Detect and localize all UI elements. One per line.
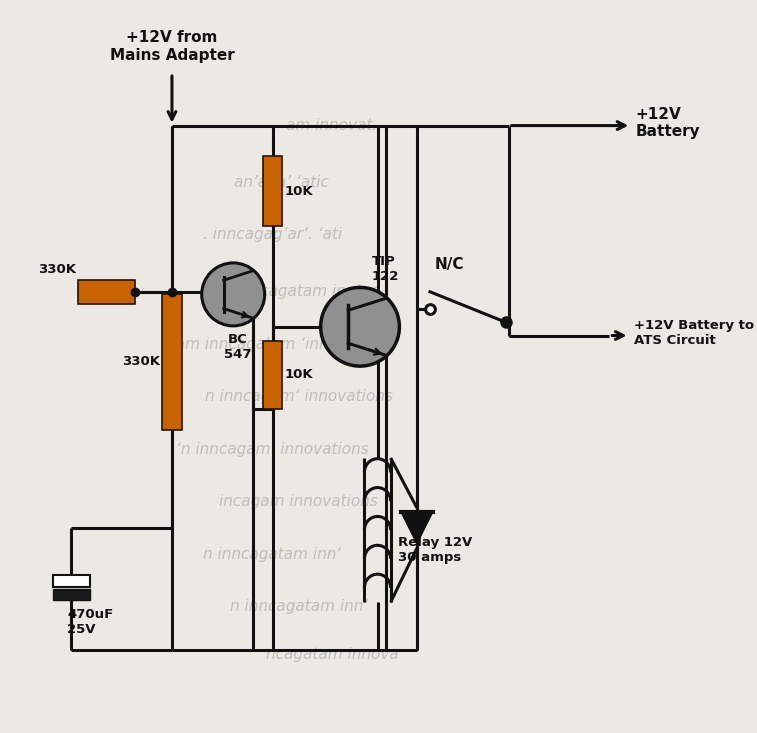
Text: am innovat.: am innovat. <box>286 118 378 133</box>
Text: . inncagag’ar’. ‘ati: . inncagag’ar’. ‘ati <box>203 227 342 243</box>
Text: ‘n inncagam‘ innovations: ‘n inncagam‘ innovations <box>176 442 369 457</box>
Text: incagam innovations: incagam innovations <box>220 494 378 509</box>
Text: 10K: 10K <box>285 369 313 381</box>
Text: BC
547: BC 547 <box>224 333 251 361</box>
Circle shape <box>321 287 400 366</box>
Text: +12V Battery to
ATS Circuit: +12V Battery to ATS Circuit <box>634 319 754 347</box>
Text: +12V from
Mains Adapter: +12V from Mains Adapter <box>110 30 235 62</box>
Bar <box>263 156 282 226</box>
Bar <box>162 294 182 430</box>
Text: ncagatam innova: ncagatam innova <box>266 647 398 663</box>
Text: 330K: 330K <box>38 263 76 276</box>
Text: 470uF
25V: 470uF 25V <box>67 608 114 636</box>
Bar <box>263 341 282 409</box>
Text: TIP
122: TIP 122 <box>372 255 399 283</box>
Text: +12V
Battery: +12V Battery <box>636 107 700 139</box>
Bar <box>53 589 90 600</box>
Text: n inncagatam inn‘: n inncagatam inn‘ <box>204 547 341 561</box>
Text: ‘.n incagatam inn‘or: ‘.n incagatam inn‘or <box>222 284 375 299</box>
Polygon shape <box>401 512 433 544</box>
Text: n inncagatam inn‘: n inncagatam inn‘ <box>229 599 368 614</box>
Text: Relay 12V
30 amps: Relay 12V 30 amps <box>397 536 472 564</box>
Text: an’aga’ ‘atic: an’aga’ ‘atic <box>234 175 329 190</box>
Circle shape <box>201 263 265 326</box>
Text: N/C: N/C <box>435 257 464 272</box>
Bar <box>78 279 135 304</box>
Text: 10K: 10K <box>285 185 313 198</box>
Text: n inncagam‘ innovations: n inncagam‘ innovations <box>205 389 393 404</box>
Bar <box>53 575 90 586</box>
Text: ‘‘am inncagatam ‘innova‘: ‘‘am inncagatam ‘innova‘ <box>167 336 361 352</box>
Text: 330K: 330K <box>122 356 160 368</box>
